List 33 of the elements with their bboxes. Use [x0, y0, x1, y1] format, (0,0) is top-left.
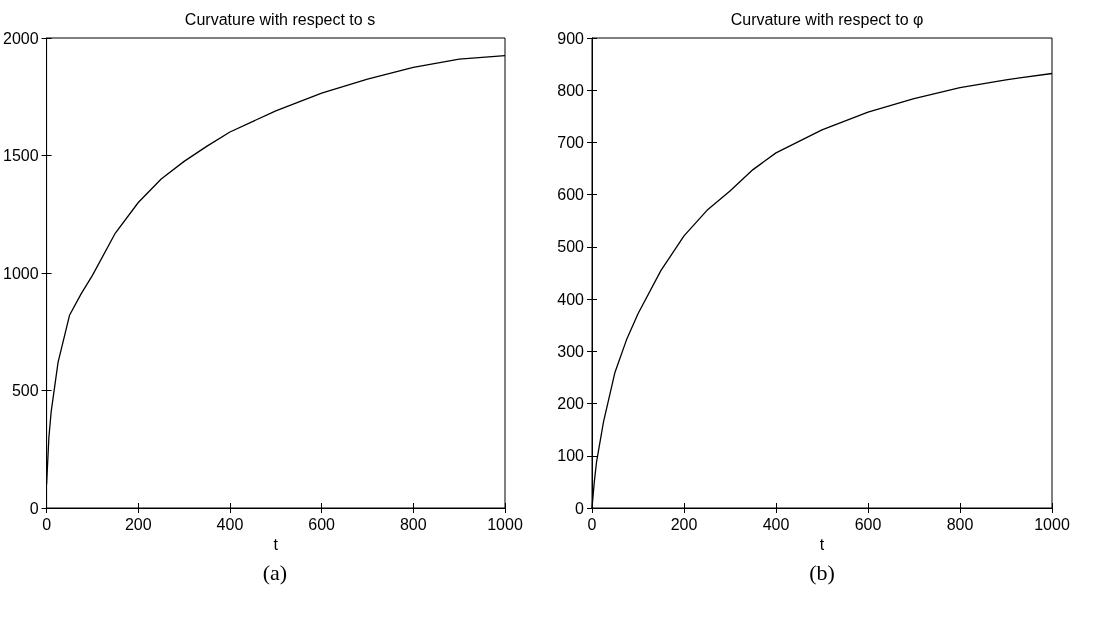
y-tick-label: 300 [557, 342, 585, 360]
y-tick-label: 500 [11, 382, 39, 399]
y-tick-label: 1500 [3, 147, 39, 164]
y-tick-label: 0 [29, 499, 39, 517]
y-tick-label: 900 [557, 29, 585, 47]
y-tick-label: 100 [557, 447, 585, 465]
x-tick-label: 800 [399, 515, 427, 533]
x-axis-title: t [273, 536, 279, 554]
y-tick-label: 200 [557, 395, 585, 413]
x-tick-label: 0 [42, 515, 52, 533]
x-tick-label: 1000 [487, 515, 523, 533]
y-tick-label: 700 [557, 133, 585, 151]
y-tick-label: 500 [557, 238, 585, 256]
x-axis-title: t [819, 536, 825, 554]
y-tick-label: 1000 [3, 264, 39, 282]
chart-title: Curvature with respect to s [184, 10, 376, 28]
y-tick-label: 400 [557, 290, 585, 308]
text: (b) [808, 560, 836, 586]
x-tick-label: 0 [587, 515, 597, 533]
x-tick-label: 600 [854, 515, 882, 533]
y-tick-label: 600 [557, 186, 585, 204]
x-tick-label: 400 [762, 515, 790, 533]
x-tick-label: 200 [670, 515, 698, 533]
y-tick-label: 0 [575, 499, 585, 517]
x-tick-label: 1000 [1034, 515, 1070, 533]
y-tick-label: 800 [557, 81, 585, 99]
x-tick-label: 600 [308, 515, 336, 533]
x-tick-label: 200 [124, 515, 152, 533]
chart-title: Curvature with respect to φ [730, 10, 924, 28]
x-tick-label: 400 [216, 515, 244, 533]
x-tick-label: 800 [946, 515, 974, 533]
y-tick-label: 2000 [3, 29, 39, 47]
text: (a) [261, 560, 289, 586]
